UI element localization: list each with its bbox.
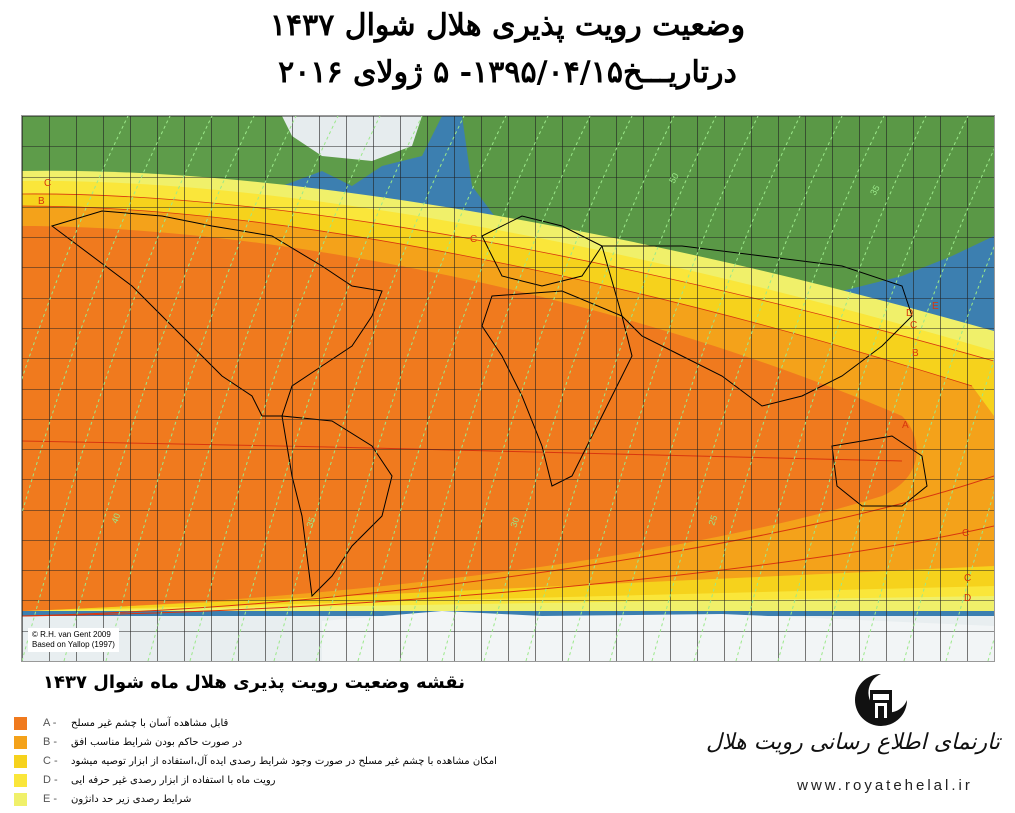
brand-name: تارنمای اطلاع رسانی رویت هلال <box>706 730 1000 755</box>
zone-label-b-west: B <box>38 196 45 207</box>
outline-australia <box>831 435 928 507</box>
zone-letter-labels: C B C E D C B A C C D <box>38 178 971 604</box>
contour-line <box>567 116 759 661</box>
contour-line <box>525 116 717 661</box>
outline-asia <box>601 245 913 407</box>
legend-item-b: B - در صورت حاکم بودن شرایط مناسب افق <box>14 733 534 751</box>
credit-line-1: © R.H. van Gent 2009 <box>32 630 111 639</box>
legend-key-a: A - <box>43 717 57 729</box>
map-credit: © R.H. van Gent 2009 Based on Yallop (19… <box>28 628 119 652</box>
altitude-contours <box>22 116 994 661</box>
land-eurasia <box>462 116 994 296</box>
credit-line-2: Based on Yallop (1997) <box>32 640 115 649</box>
zone-label-e-east: E <box>932 301 939 312</box>
legend-swatch-e <box>14 792 27 806</box>
legend-text-e: شرایط رصدی زیر حد دانژون <box>71 793 192 805</box>
contour-line <box>399 116 591 661</box>
contour-line <box>483 116 675 661</box>
legend-text-c: امکان مشاهده با چشم غیر مسلح در صورت وجو… <box>71 755 497 767</box>
legend-key-b: B - <box>43 736 58 748</box>
contour-line <box>819 148 994 661</box>
zone-boundary-1 <box>22 475 994 617</box>
contour-label-35: 35 <box>304 516 317 529</box>
contour-label-30: 30 <box>508 516 521 529</box>
outline-south-america <box>281 415 393 598</box>
zone-label-c-mid: C <box>470 234 477 245</box>
zone-label-b-east: B <box>912 348 919 359</box>
brand-url: www.royatehelal.ir <box>797 777 973 794</box>
legend-swatch-c <box>14 754 27 768</box>
legend-item-a: A - قابل مشاهده آسان با چشم غیر مسلح <box>14 714 534 732</box>
legend-swatch-a <box>14 716 27 730</box>
zone-label-c-east: C <box>910 320 917 331</box>
contour-line <box>231 116 423 661</box>
land-antarctica-coast <box>322 611 994 661</box>
contour-line <box>735 116 927 661</box>
zone-label-c-south2: C <box>964 573 971 584</box>
legend-item-e: E - شرایط رصدی زیر حد دانژون <box>14 790 534 808</box>
zone-label-d-south: D <box>964 593 971 604</box>
contour-label-25: 25 <box>706 514 719 527</box>
contour-label-40: 40 <box>109 512 122 525</box>
contour-line <box>651 116 843 661</box>
contour-line <box>357 116 549 661</box>
page-subtitle-date: درتاریـــخ۱۳۹۵/۰۴/۱۵- ۵ ژولای ۲۰۱۶ <box>278 55 737 90</box>
contour-line <box>189 116 381 661</box>
land-greenland <box>282 116 422 161</box>
map-caption: نقشه وضعیت رویت پذیری هلال ماه شوال ۱۴۳۷ <box>43 672 465 693</box>
world-visibility-map: C B C E D C B A C C D 40 35 30 25 50 35 … <box>21 115 995 662</box>
crescent-logo-icon <box>850 670 912 734</box>
contour-labels: 40 35 30 25 50 35 <box>109 171 881 528</box>
legend-item-c: C - امکان مشاهده با چشم غیر مسلح در صورت… <box>14 752 534 770</box>
contour-line <box>693 116 885 661</box>
legend: A - قابل مشاهده آسان با چشم غیر مسلح B -… <box>14 714 534 809</box>
outline-north-america <box>50 210 383 417</box>
legend-text-d: رویت ماه با استفاده از ابزار رصدی غیر حر… <box>71 774 276 786</box>
legend-key-d: D - <box>43 774 58 786</box>
legend-key-c: C - <box>43 755 58 767</box>
contour-line <box>105 116 297 661</box>
legend-swatch-d <box>14 773 27 787</box>
legend-key-e: E - <box>43 793 58 805</box>
contour-line <box>777 116 969 661</box>
zone-label-a-east: A <box>902 420 909 431</box>
contour-label-35b: 35 <box>868 183 882 197</box>
contour-line <box>903 359 994 661</box>
legend-swatch-b <box>14 735 27 749</box>
legend-item-d: D - رویت ماه با استفاده از ابزار رصدی غی… <box>14 771 534 789</box>
zone-label-c-south: C <box>962 528 969 539</box>
legend-text-b: در صورت حاکم بودن شرایط مناسب افق <box>71 736 243 748</box>
lat-lon-grid <box>22 116 994 661</box>
contour-line <box>63 116 255 661</box>
contour-line <box>441 116 633 661</box>
contour-line <box>273 116 465 661</box>
zone-label-c-west: C <box>44 178 51 189</box>
contour-line <box>861 245 994 661</box>
contour-line <box>22 116 213 661</box>
zone-boundary-4 <box>22 205 973 387</box>
contour-label-50: 50 <box>667 171 681 185</box>
zone-label-d-east: D <box>906 308 913 319</box>
page-title: وضعیت رویت پذیری هلال شوال ۱۴۳۷ <box>269 8 746 43</box>
contour-line <box>945 490 994 661</box>
legend-text-a: قابل مشاهده آسان با چشم غیر مسلح <box>71 717 229 729</box>
contour-line <box>609 116 801 661</box>
contour-line <box>315 116 507 661</box>
zone-boundary-2 <box>22 525 994 617</box>
contour-line <box>147 116 339 661</box>
